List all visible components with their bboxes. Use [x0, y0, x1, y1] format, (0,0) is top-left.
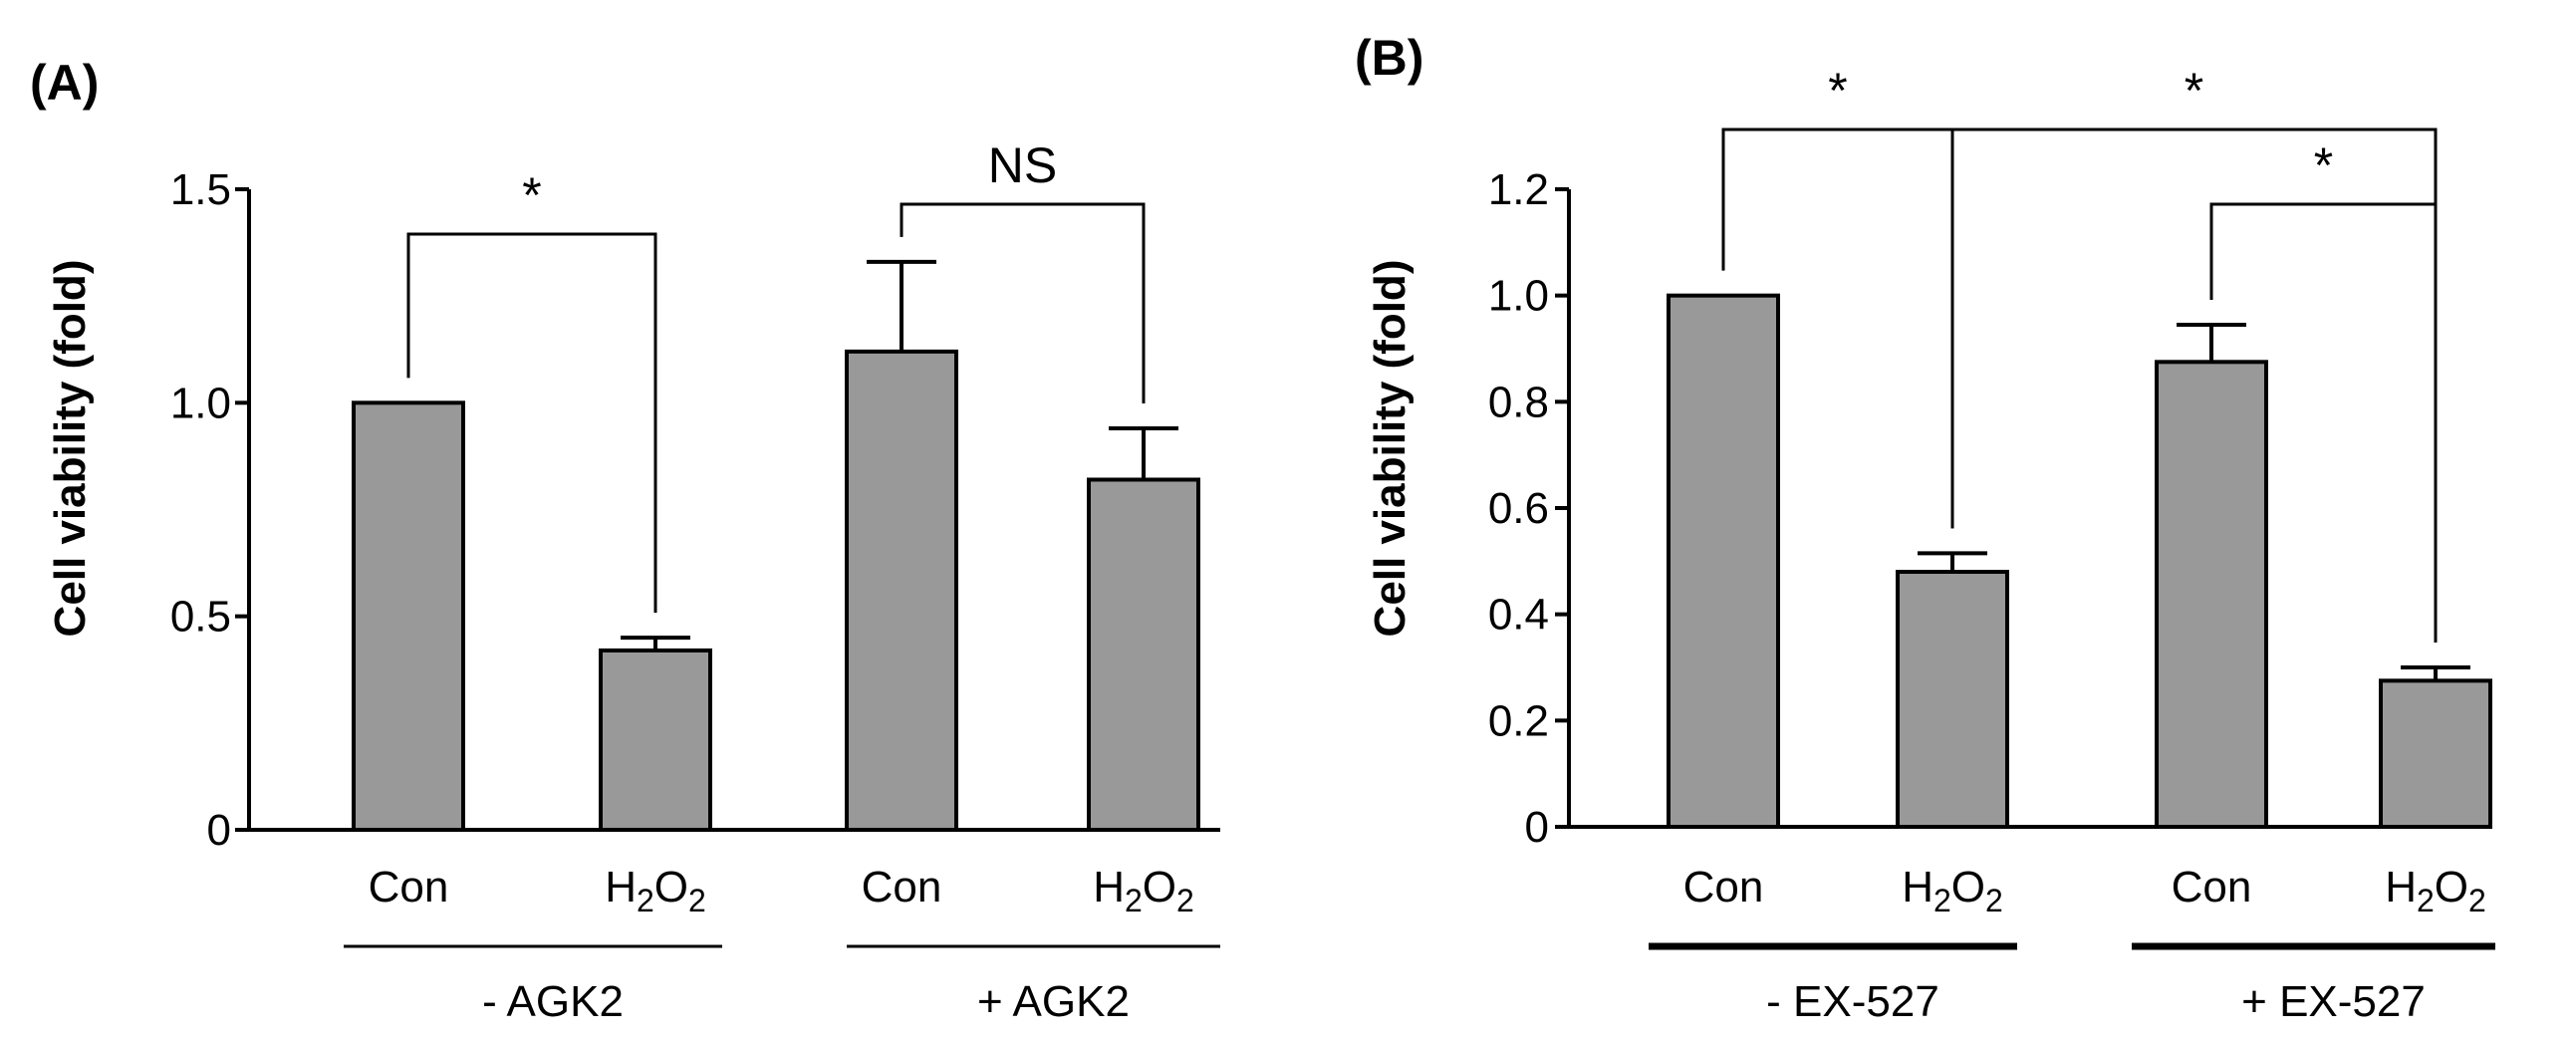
formula-part: O	[654, 863, 688, 911]
formula-part: H	[1902, 863, 1933, 911]
subscript: 2	[688, 883, 706, 918]
bar	[2379, 678, 2492, 829]
group-label: - EX-527	[1766, 977, 1939, 1026]
category-label: Con	[369, 863, 449, 911]
bar	[845, 349, 958, 832]
y-axis-label: Cell viability (fold)	[46, 260, 95, 638]
formula-part: O	[2435, 863, 2468, 911]
formula-part: O	[1143, 863, 1176, 911]
significance-bracket	[406, 232, 657, 614]
y-tick-label: 0.8	[1488, 378, 1549, 426]
y-tick-label: 0.5	[170, 593, 231, 642]
bar	[1896, 570, 2009, 829]
significance-bracket	[2209, 202, 2438, 643]
y-tick-label: 0.2	[1488, 696, 1549, 745]
significance-star: *	[522, 167, 541, 223]
formula-part: H	[1093, 863, 1125, 911]
subscript: 2	[1125, 883, 1143, 918]
group-label: + AGK2	[977, 977, 1130, 1026]
bar	[1667, 293, 1780, 829]
formula-part: O	[1951, 863, 1985, 911]
panel-label: (B)	[1355, 30, 1423, 86]
y-tick-label: 0.4	[1488, 591, 1549, 640]
subscript: 2	[1985, 883, 2003, 918]
bar	[599, 648, 712, 833]
category-label: Con	[1683, 863, 1764, 911]
subscript: 2	[1176, 883, 1194, 918]
significance-star: *	[2185, 63, 2203, 119]
panel-label: (A)	[30, 55, 99, 111]
category-label: Con	[2172, 863, 2252, 911]
panel-b: (B) Cell viability (fold) 0 0.2 0.4 0.6 0.8 1.0…	[1355, 30, 2495, 1026]
category-label: H2O2	[1093, 863, 1194, 918]
formula-part: H	[2385, 863, 2417, 911]
y-tick-label: 0.6	[1488, 484, 1549, 533]
y-tick-label: 1.2	[1488, 165, 1549, 214]
category-label: H2O2	[2385, 863, 2486, 918]
ns-label: NS	[988, 137, 1057, 193]
category-label: Con	[862, 863, 942, 911]
y-axis-label: Cell viability (fold)	[1366, 260, 1415, 638]
subscript: 2	[637, 883, 654, 918]
significance-star: *	[1828, 63, 1847, 119]
subscript: 2	[2468, 883, 2486, 918]
bar	[352, 400, 465, 832]
significance-star: *	[2314, 137, 2333, 193]
group-label: - AGK2	[482, 977, 624, 1026]
y-tick-label: 1.0	[170, 379, 231, 427]
group-label: + EX-527	[2241, 977, 2426, 1026]
category-label: H2O2	[605, 863, 706, 918]
bar	[2155, 360, 2268, 829]
y-tick-label: 1.5	[170, 165, 231, 214]
y-tick-label: 1.0	[1488, 272, 1549, 321]
category-label: H2O2	[1902, 863, 2003, 918]
formula-part: H	[605, 863, 637, 911]
bar	[1087, 477, 1200, 832]
subscript: 2	[1933, 883, 1951, 918]
y-tick-label: 0	[1525, 803, 1549, 852]
subscript: 2	[2417, 883, 2435, 918]
significance-bracket	[900, 202, 1146, 404]
y-tick-label: 0	[207, 806, 231, 855]
